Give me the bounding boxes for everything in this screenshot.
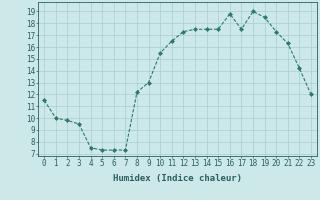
X-axis label: Humidex (Indice chaleur): Humidex (Indice chaleur) bbox=[113, 174, 242, 183]
